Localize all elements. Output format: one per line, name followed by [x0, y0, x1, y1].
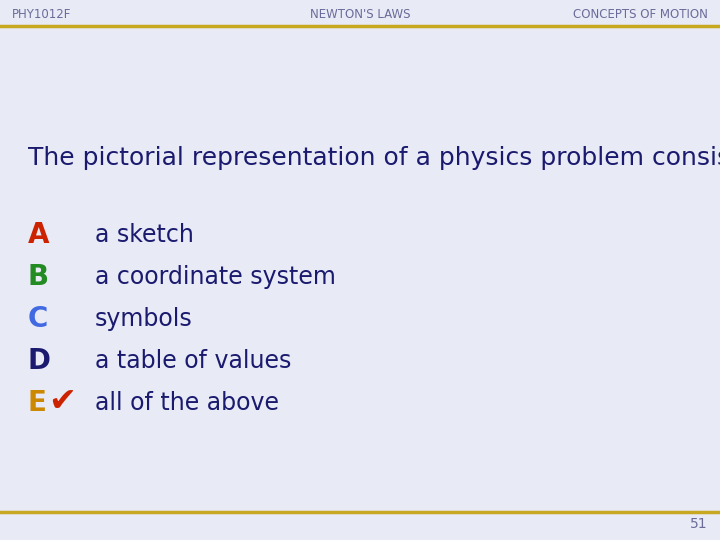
Text: A: A — [28, 221, 50, 249]
Text: NEWTON'S LAWS: NEWTON'S LAWS — [310, 8, 410, 21]
Text: 51: 51 — [690, 517, 708, 531]
Text: CONCEPTS OF MOTION: CONCEPTS OF MOTION — [573, 8, 708, 21]
Text: all of the above: all of the above — [95, 391, 279, 415]
Text: a coordinate system: a coordinate system — [95, 265, 336, 289]
Text: symbols: symbols — [95, 307, 193, 331]
Text: a sketch: a sketch — [95, 223, 194, 247]
Text: E: E — [28, 389, 47, 417]
Text: B: B — [28, 263, 49, 291]
Text: The pictorial representation of a physics problem consists of: The pictorial representation of a physic… — [28, 146, 720, 170]
Text: a table of values: a table of values — [95, 349, 292, 373]
Text: D: D — [28, 347, 51, 375]
Text: PHY1012F: PHY1012F — [12, 8, 71, 21]
Text: C: C — [28, 305, 48, 333]
Text: ✔: ✔ — [48, 386, 76, 418]
